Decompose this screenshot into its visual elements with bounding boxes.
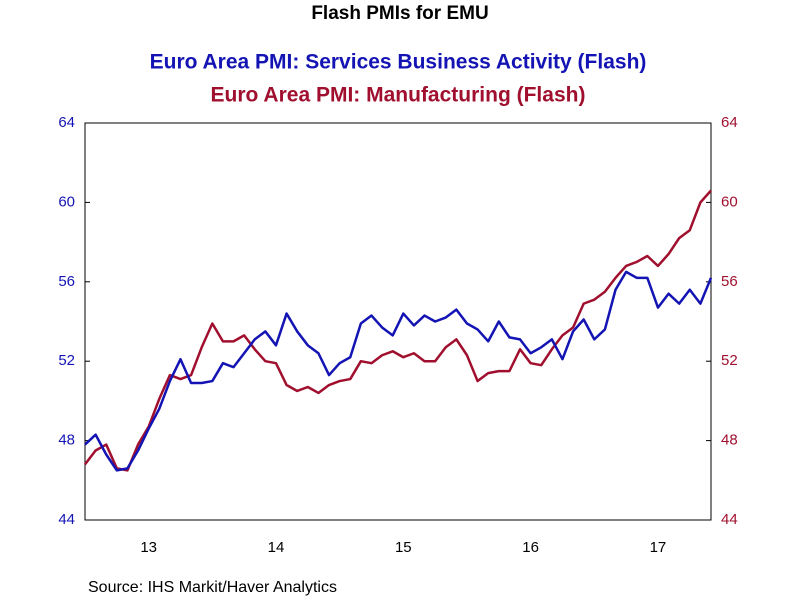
y2-tick-label: 56: [721, 273, 738, 290]
y2-tick-label: 52: [721, 352, 738, 369]
y-tick-label: 44: [58, 511, 75, 528]
y-tick-label: 60: [58, 193, 75, 210]
y-tick-label: 56: [58, 273, 75, 290]
chart-title: Flash PMIs for EMU: [311, 3, 488, 24]
y2-tick-label: 60: [721, 193, 738, 210]
series-line: [84, 189, 712, 472]
y2-tick-label: 64: [721, 114, 738, 131]
x-tick-label: 15: [395, 539, 412, 556]
legend-entry: Euro Area PMI: Services Business Activit…: [150, 51, 647, 74]
x-tick-label: 16: [522, 539, 539, 556]
x-tick-label: 17: [650, 539, 667, 556]
y2-tick-label: 44: [721, 511, 738, 528]
source-note: Source: IHS Markit/Haver Analytics: [88, 579, 337, 596]
x-tick-label: 14: [268, 539, 285, 556]
plot-frame: [84, 122, 712, 521]
y2-tick-label: 48: [721, 432, 738, 449]
y-tick-label: 52: [58, 352, 75, 369]
y-tick-label: 48: [58, 432, 75, 449]
legend-entry: Euro Area PMI: Manufacturing (Flash): [211, 84, 586, 107]
series-line: [84, 270, 713, 472]
y-tick-label: 64: [58, 114, 75, 131]
x-tick-label: 13: [140, 539, 157, 556]
